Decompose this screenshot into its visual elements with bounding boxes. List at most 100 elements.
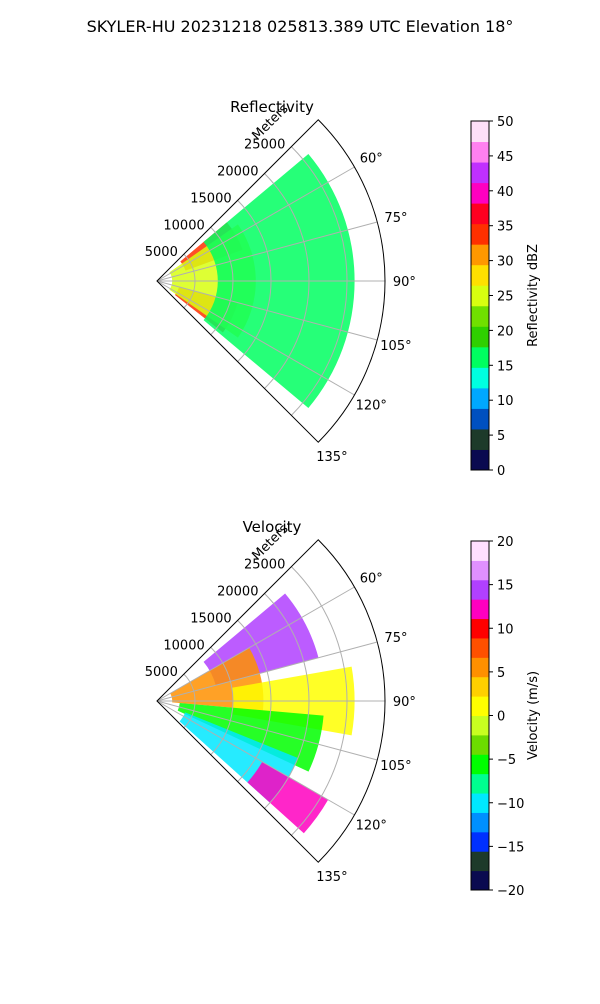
- reflectivity-colorbar-tick-label: 15: [497, 359, 514, 374]
- reflectivity-azimuth-spoke-105: [156, 280, 378, 341]
- reflectivity-colorbar-segment: [471, 346, 489, 368]
- velocity-colorbar-segment: [471, 715, 489, 736]
- velocity-title: Velocity: [243, 518, 302, 536]
- velocity-colorbar-segment: [471, 560, 489, 581]
- velocity-colorbar: −20 −15 −10 −5 0 5 10 15 20: [470, 535, 524, 899]
- velocity-colorbar-tick-label: 20: [497, 535, 514, 550]
- velocity-azimuth-spoke-75: [156, 641, 378, 702]
- velocity-panel: Velocity 5000 10000 15000 20000 25000 60° 75° 9…: [145, 518, 541, 899]
- reflectivity-colorbar-tick-label: 50: [497, 115, 514, 130]
- velocity-colorbar-segment: [471, 618, 489, 639]
- velocity-colorbar-tick-label: −5: [497, 753, 516, 768]
- velocity-colorbar-tick-label: −20: [497, 884, 524, 899]
- reflectivity-polar-plot: 5000 10000 15000 20000 25000 60° 75° 90° 105° 120…: [145, 119, 416, 465]
- velocity-colorbar-segment: [471, 696, 489, 716]
- reflectivity-sector-frame: [156, 119, 386, 443]
- reflectivity-range-tick-label: 10000: [163, 218, 204, 233]
- velocity-azimuth-tick-label: 105°: [380, 759, 411, 774]
- reflectivity-colorbar-segment: [471, 449, 489, 471]
- velocity-colorbar-tick-label: −15: [497, 840, 524, 855]
- reflectivity-colorbar-segment: [471, 326, 489, 348]
- velocity-colorbar-tick-label: 15: [497, 579, 514, 594]
- velocity-azimuth-tick-label: 75°: [384, 631, 407, 646]
- velocity-colorbar-segment: [471, 657, 489, 678]
- reflectivity-colorbar-segment: [471, 244, 489, 266]
- reflectivity-azimuth-tick-label: 135°: [316, 450, 347, 465]
- reflectivity-azimuth-spoke-60: [156, 166, 355, 282]
- reflectivity-colorbar-tick-label: 30: [497, 255, 514, 270]
- reflectivity-colorbar-label: Reflectivity dBZ: [526, 244, 541, 347]
- velocity-range-tick-label: 10000: [163, 638, 204, 653]
- velocity-colorbar-tick-label: −10: [497, 797, 524, 812]
- reflectivity-range-tick-label: 20000: [217, 165, 258, 180]
- velocity-azimuth-tick-label: 135°: [316, 870, 347, 885]
- reflectivity-range-tick-label: 5000: [145, 245, 178, 260]
- reflectivity-colorbar-tick-label: 0: [497, 464, 505, 479]
- reflectivity-colorbar-segment: [471, 264, 489, 286]
- velocity-range-tick-label: 20000: [217, 585, 258, 600]
- velocity-colorbar-segment: [471, 851, 489, 872]
- velocity-colorbar-label: Velocity (m/s): [526, 671, 541, 760]
- reflectivity-colorbar-segment: [471, 428, 489, 450]
- figure-title: SKYLER-HU 20231218 025813.389 UTC Elevat…: [87, 17, 514, 36]
- reflectivity-colorbar-segment: [471, 182, 489, 204]
- velocity-azimuth-spoke-105: [156, 700, 378, 761]
- velocity-azimuth-tick-label: 120°: [356, 819, 387, 834]
- reflectivity-colorbar: 0 5 10 15 20 25 30 35 40 45 50: [470, 115, 514, 479]
- reflectivity-colorbar-segment: [471, 408, 489, 430]
- reflectivity-azimuth-tick-label: 105°: [380, 339, 411, 354]
- velocity-colorbar-segment: [471, 812, 489, 833]
- velocity-azimuth-spoke-60: [156, 586, 355, 702]
- reflectivity-range-tick-label: 15000: [190, 191, 231, 206]
- reflectivity-colorbar-segment: [471, 285, 489, 307]
- reflectivity-azimuth-tick-label: 90°: [393, 275, 416, 290]
- velocity-colorbar-segment: [471, 870, 489, 891]
- velocity-colorbar-segment: [471, 773, 489, 794]
- reflectivity-title: Reflectivity: [230, 98, 314, 116]
- reflectivity-colorbar-segment: [471, 203, 489, 225]
- velocity-colorbar-segment: [471, 734, 489, 755]
- reflectivity-colorbar-segment: [471, 223, 489, 245]
- reflectivity-colorbar-tick-label: 45: [497, 150, 514, 165]
- reflectivity-colorbar-segment: [471, 387, 489, 409]
- velocity-colorbar-tick-label: 10: [497, 622, 514, 637]
- velocity-echo-region-6: [247, 761, 329, 834]
- velocity-data-field: [170, 593, 355, 834]
- reflectivity-colorbar-tick-label: 20: [497, 324, 514, 339]
- reflectivity-azimuth-tick-label: 75°: [384, 211, 407, 226]
- reflectivity-azimuth-spoke-120: [156, 280, 355, 396]
- reflectivity-colorbar-tick-label: 35: [497, 220, 514, 235]
- reflectivity-colorbar-tick-label: 25: [497, 290, 514, 305]
- velocity-azimuth-tick-label: 60°: [360, 571, 383, 586]
- velocity-range-tick-label: 25000: [244, 558, 285, 573]
- velocity-colorbar-segment: [471, 541, 489, 561]
- reflectivity-colorbar-segment: [471, 162, 489, 184]
- velocity-range-tick-label: 5000: [145, 665, 178, 680]
- velocity-colorbar-segment: [471, 831, 489, 852]
- velocity-colorbar-tick-label: 5: [497, 666, 505, 681]
- reflectivity-colorbar-segment: [471, 305, 489, 327]
- reflectivity-colorbar-segment: [471, 367, 489, 389]
- reflectivity-azimuth-spoke-75: [156, 221, 378, 282]
- reflectivity-range-tick-label: 25000: [244, 138, 285, 153]
- velocity-colorbar-segment: [471, 579, 489, 600]
- reflectivity-colorbar-segment: [471, 121, 489, 143]
- reflectivity-colorbar-tick-label: 40: [497, 185, 514, 200]
- reflectivity-azimuth-tick-label: 60°: [360, 151, 383, 166]
- reflectivity-panel: Reflectivity 5000 10000 15000 20000 25000 60°…: [145, 98, 541, 479]
- velocity-colorbar-segment: [471, 754, 489, 775]
- velocity-colorbar-segment: [471, 676, 489, 697]
- velocity-azimuth-tick-label: 90°: [393, 695, 416, 710]
- velocity-colorbar-segment: [471, 599, 489, 620]
- reflectivity-colorbar-segment: [471, 141, 489, 163]
- reflectivity-azimuth-tick-label: 120°: [356, 399, 387, 414]
- reflectivity-colorbar-tick-label: 10: [497, 394, 514, 409]
- velocity-azimuth-spoke-120: [156, 700, 355, 816]
- velocity-range-tick-label: 15000: [190, 611, 231, 626]
- velocity-colorbar-tick-label: 0: [497, 710, 505, 725]
- velocity-sector-frame: [156, 539, 386, 863]
- velocity-colorbar-segment: [471, 637, 489, 658]
- velocity-polar-plot: 5000 10000 15000 20000 25000 60° 75° 90° 105° 120…: [145, 539, 416, 885]
- velocity-colorbar-segment: [471, 793, 489, 813]
